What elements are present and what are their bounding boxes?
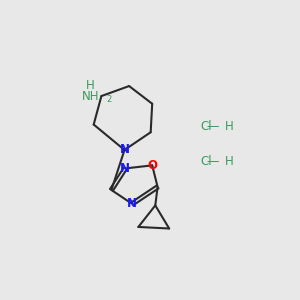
Text: NH: NH (82, 90, 100, 103)
Text: H: H (225, 120, 233, 134)
Text: H: H (225, 155, 233, 168)
Text: Cl: Cl (200, 155, 212, 168)
Text: H: H (86, 79, 95, 92)
Text: N: N (120, 162, 130, 175)
Text: —: — (207, 155, 219, 168)
Text: —: — (207, 120, 219, 134)
Text: Cl: Cl (200, 120, 212, 134)
Text: N: N (127, 197, 137, 210)
Text: 2: 2 (106, 94, 112, 103)
Text: N: N (119, 143, 130, 157)
Text: O: O (147, 159, 157, 172)
